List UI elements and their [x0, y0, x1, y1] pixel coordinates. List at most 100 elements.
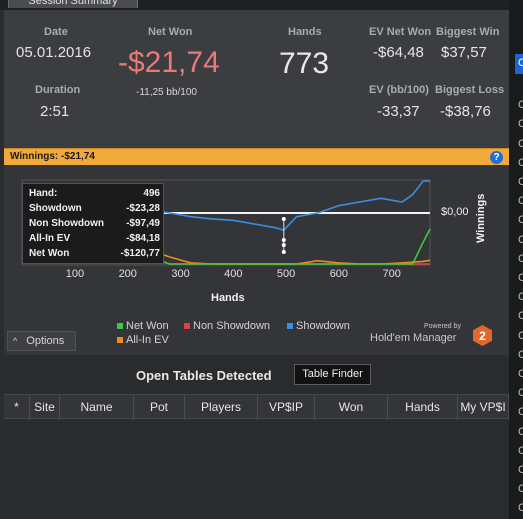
ev-net-won-label: EV Net Won — [369, 26, 432, 38]
logo-version: 2 — [479, 329, 486, 343]
right-side-item[interactable]: C — [518, 444, 523, 457]
session-summary-panel — [4, 10, 509, 148]
biggest-win-label: Biggest Win — [436, 26, 500, 38]
ev-bb100-label: EV (bb/100) — [369, 84, 429, 96]
tooltip-label: Showdown — [29, 203, 82, 214]
options-label: Options — [26, 335, 65, 347]
tooltip-value: -$23,28 — [126, 203, 160, 214]
biggest-win-value: $37,57 — [441, 44, 487, 61]
brand-name: Hold'em Manager — [370, 332, 457, 344]
tooltip-value: -$84,18 — [126, 233, 160, 244]
zero-axis-label: $0,00 — [441, 206, 469, 218]
biggest-loss-value: -$38,76 — [440, 103, 491, 120]
right-side-item[interactable]: C — [518, 368, 523, 380]
column-header[interactable]: My VP$I — [458, 395, 509, 420]
open-tables-panel — [4, 358, 509, 519]
date-label: Date — [44, 26, 68, 38]
tab-strip: Session Summary — [0, 0, 509, 10]
x-tick-label: 600 — [329, 268, 349, 280]
right-side-item[interactable]: C — [518, 348, 523, 361]
right-side-item[interactable]: C — [518, 483, 523, 496]
right-side-item[interactable]: C — [518, 425, 523, 438]
tooltip-value: -$97,49 — [126, 218, 160, 229]
tooltip-value: -$120,77 — [120, 248, 160, 259]
x-tick-label: 100 — [65, 268, 85, 280]
right-side-item[interactable]: C — [518, 291, 523, 304]
right-side-item[interactable]: C — [518, 272, 523, 284]
right-side-item[interactable]: C — [518, 156, 523, 169]
hover-point — [281, 217, 286, 221]
x-tick-label: 500 — [276, 268, 296, 280]
right-side-item[interactable]: C — [518, 502, 523, 515]
right-side-item[interactable]: C — [518, 118, 523, 131]
column-header[interactable]: Hands — [388, 395, 458, 420]
tables-header-row: * Site Name Pot Players VP$IP Won Hands My VP$I — [4, 394, 509, 420]
hover-point — [281, 238, 286, 242]
options-button[interactable]: ^ Options — [7, 331, 76, 351]
x-tick-label: 700 — [382, 268, 401, 280]
column-header[interactable]: Won — [315, 395, 388, 420]
hm2-logo-icon: 2 — [473, 325, 492, 346]
net-won-value: -$21,74 — [118, 46, 220, 79]
ev-bb100-value: -33,37 — [377, 103, 420, 120]
biggest-loss-label: Biggest Loss — [435, 84, 505, 96]
bb100-value: -11,25 bb/100 — [136, 87, 197, 98]
x-tick-label: 200 — [118, 268, 137, 280]
column-header[interactable]: Players — [185, 395, 258, 420]
column-header[interactable]: * — [4, 395, 30, 420]
right-side-item[interactable]: C — [518, 214, 523, 227]
right-side-list — [509, 0, 523, 519]
x-axis-label: Hands — [211, 292, 245, 304]
right-side-item[interactable]: C — [518, 464, 523, 476]
help-icon[interactable]: ? — [490, 151, 503, 164]
winnings-bar-text: Winnings: -$21,74 — [10, 151, 95, 162]
right-side-item[interactable]: C — [518, 252, 523, 265]
y-axis-label: Winnings — [475, 193, 487, 243]
right-side-item[interactable]: C — [518, 195, 523, 208]
tooltip-label: All-In EV — [29, 233, 71, 244]
x-tick-label: 300 — [171, 268, 190, 280]
column-header[interactable]: Site — [30, 395, 60, 420]
right-side-item[interactable]: C — [518, 387, 523, 400]
hover-point — [281, 243, 286, 247]
legend-swatch — [287, 323, 293, 329]
right-side-item[interactable]: C — [518, 176, 523, 188]
x-tick-label: 400 — [224, 268, 243, 280]
hands-label: Hands — [288, 26, 322, 38]
right-side-item[interactable]: C — [518, 99, 523, 112]
column-header[interactable]: VP$IP — [258, 395, 315, 420]
tooltip-label: Net Won — [29, 248, 70, 259]
hands-value: 773 — [279, 47, 330, 80]
duration-value: 2:51 — [40, 103, 70, 120]
powered-by-text: Powered by — [424, 323, 461, 330]
right-side-selected-item[interactable] — [515, 54, 523, 74]
winnings-bar: Winnings: -$21,74 ? — [4, 148, 509, 165]
legend-label: Non Showdown — [193, 320, 271, 332]
hand-tooltip — [22, 183, 164, 264]
right-side-item[interactable]: C — [518, 57, 523, 69]
caret-up-icon: ^ — [13, 336, 18, 346]
column-header[interactable]: Pot — [134, 395, 185, 420]
right-side-item[interactable]: C — [518, 329, 523, 342]
tooltip-value: 496 — [143, 188, 160, 199]
right-side-item[interactable]: C — [518, 233, 523, 246]
duration-label: Duration — [35, 84, 81, 96]
right-side-item[interactable]: C — [518, 310, 523, 323]
legend-label: Net Won — [126, 320, 169, 332]
open-tables-title: Open Tables Detected — [136, 368, 272, 383]
legend-swatch — [117, 337, 123, 343]
tab-session-summary[interactable]: Session Summary — [8, 0, 138, 8]
column-header[interactable]: Name — [60, 395, 134, 420]
legend-label: Showdown — [296, 320, 350, 332]
legend-swatch — [184, 323, 190, 329]
table-finder-button[interactable]: Table Finder — [294, 364, 371, 385]
right-side-item[interactable]: C — [518, 137, 523, 150]
hover-point — [281, 250, 286, 254]
tooltip-label: Hand: — [29, 188, 58, 199]
ev-net-won-value: -$64,48 — [373, 44, 424, 61]
tooltip-label: Non Showdown — [29, 218, 104, 229]
net-won-label: Net Won — [148, 26, 193, 38]
right-side-item[interactable]: C — [518, 406, 523, 419]
legend-label: All-In EV — [126, 334, 169, 346]
